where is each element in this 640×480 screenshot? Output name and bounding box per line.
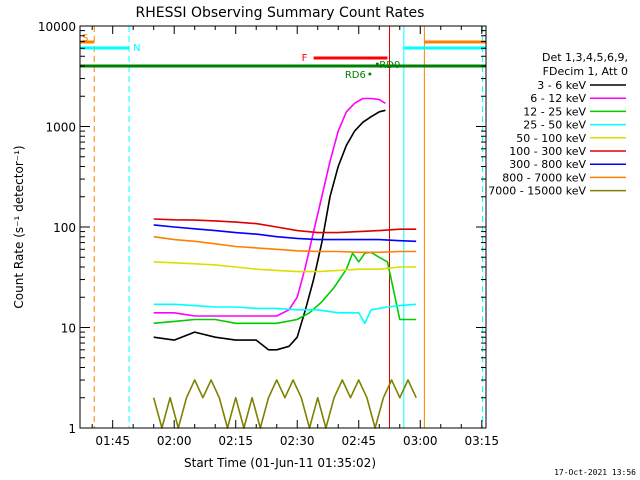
- legend-label-6: 300 - 800 keV: [509, 158, 586, 171]
- x-tick-label-0: 01:45: [95, 434, 130, 448]
- flag-point-rd0: [375, 62, 379, 66]
- y-tick-label-1: 10: [61, 322, 76, 336]
- chart-title: RHESSI Observing Summary Count Rates: [136, 5, 425, 21]
- y-tick-label-0: 1: [68, 422, 76, 436]
- legend-label-3: 25 - 50 keV: [523, 119, 586, 132]
- y-tick-label-2: 100: [53, 221, 76, 235]
- legend-label-7: 800 - 7000 keV: [502, 171, 586, 184]
- series-line-6-12-kev: [153, 97, 386, 317]
- series-line-300-800-kev: [153, 224, 417, 243]
- x-tick-label-1: 02:00: [157, 434, 192, 448]
- x-tick-label-4: 02:45: [341, 434, 376, 448]
- x-tick-label-3: 02:30: [280, 434, 315, 448]
- legend-label-2: 12 - 25 keV: [523, 105, 586, 118]
- flag-label-f: F: [302, 53, 308, 64]
- flag-label-n: N: [133, 43, 140, 54]
- y-tick-label-4: 10000: [38, 20, 76, 34]
- x-tick-label-6: 03:15: [464, 434, 499, 448]
- legend-label-5: 100 - 300 keV: [509, 145, 586, 158]
- x-axis-label: Start Time (01-Jun-11 01:35:02): [184, 456, 376, 470]
- flag-label-rd0: RD0: [379, 60, 400, 71]
- legend-label-0: 3 - 6 keV: [537, 79, 586, 92]
- legend-header-1: FDecim 1, Att 0: [543, 65, 628, 78]
- series-line-12-25-kev: [153, 251, 417, 325]
- series-line-50-100-kev: [153, 261, 417, 273]
- legend-label-8: 7000 - 15000 keV: [488, 185, 586, 198]
- series-line-7000-15000-kev: [152, 379, 417, 429]
- flag-label-rd6: RD6: [345, 70, 366, 81]
- series-line-3-6-kev: [153, 109, 386, 351]
- flag-point-rd6: [368, 72, 372, 76]
- timestamp-stamp: 17-Oct-2021 13:56: [554, 468, 636, 477]
- legend: Det 1,3,4,5,6,9,FDecim 1, Att 03 - 6 keV…: [488, 51, 628, 198]
- x-tick-label-5: 03:00: [403, 434, 438, 448]
- plot-area: S N F RD0 RD6: [80, 26, 486, 429]
- y-tick-label-3: 1000: [45, 121, 76, 135]
- legend-label-1: 6 - 12 keV: [530, 92, 586, 105]
- x-axis: 01:45 02:00 02:15 02:30 02:45 03:00 03:15: [91, 26, 499, 448]
- x-tick-label-2: 02:15: [218, 434, 253, 448]
- series-line-25-50-kev: [153, 303, 417, 325]
- legend-header-0: Det 1,3,4,5,6,9,: [542, 51, 628, 64]
- plot-frame: [79, 25, 487, 429]
- series-line-100-300-kev: [153, 218, 417, 234]
- y-axis-label: Count Rate (s⁻¹ detector⁻¹): [12, 145, 26, 308]
- series-line-800-7000-kev: [153, 235, 417, 254]
- flag-label-s: S: [82, 33, 88, 44]
- legend-label-4: 50 - 100 keV: [516, 132, 586, 145]
- y-axis: 1 10 100 1000 10000: [38, 20, 486, 436]
